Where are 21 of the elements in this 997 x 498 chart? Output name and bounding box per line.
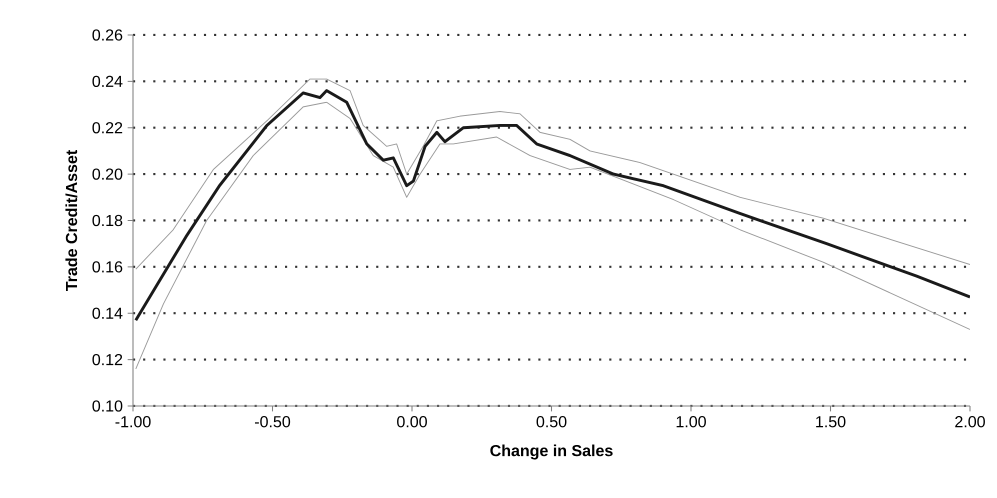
y-tick-label: 0.20 (92, 168, 122, 180)
x-tick-label: 0.00 (397, 416, 427, 428)
x-tick-label: -0.50 (254, 416, 290, 428)
x-tick-label: -1.00 (115, 416, 151, 428)
y-tick-label: 0.14 (92, 308, 122, 319)
y-tick-label: 0.18 (92, 214, 122, 226)
line-series (134, 89, 970, 322)
line-series (135, 78, 970, 270)
line-series (135, 102, 970, 370)
x-tick-label: 0.50 (536, 416, 566, 428)
y-tick-label: 0.16 (92, 261, 122, 273)
y-tick-label: 0.26 (92, 29, 122, 41)
y-tick-label: 0.10 (92, 400, 122, 412)
x-axis-title: Change in Sales (490, 444, 613, 460)
y-tick-label: 0.24 (92, 76, 122, 88)
x-tick-label: 1.00 (676, 416, 706, 428)
y-axis-title: Trade Credit/Asset (65, 150, 78, 291)
y-tick-label: 0.22 (92, 122, 122, 134)
y-tick-label: 0.12 (92, 354, 122, 366)
x-tick-label: 2.00 (955, 416, 985, 428)
x-tick-label: 1.50 (816, 416, 846, 428)
